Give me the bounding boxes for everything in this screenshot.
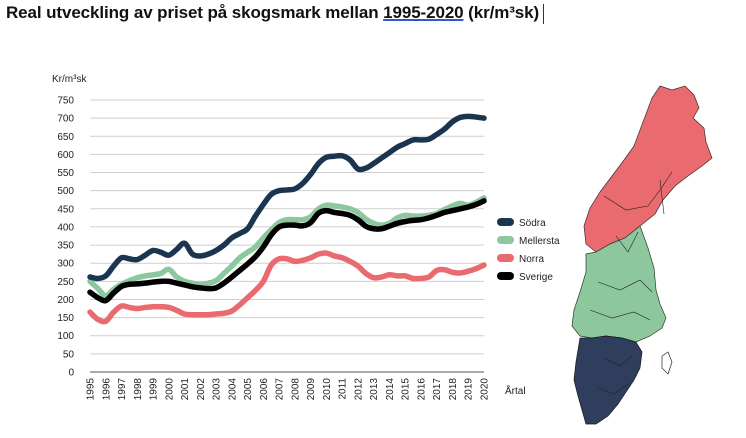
y-tick-label: 400 (57, 222, 74, 233)
series-line-sodra (87, 113, 487, 282)
x-tick-label: 2008 (290, 378, 301, 401)
x-tick-label: 1999 (149, 378, 160, 401)
title-text: Real utveckling av priset på skogsmark m… (6, 3, 384, 22)
legend: Södra Mellersta Norra Sverige (497, 218, 560, 283)
series-line-mellersta (87, 195, 487, 299)
x-tick-label: 2010 (322, 378, 333, 401)
y-axis-label: Kr/m³sk (52, 74, 87, 85)
title-unit: (kr/m³sk) (463, 3, 540, 22)
x-tick-label: 2000 (164, 378, 175, 401)
x-tick-label: 1998 (133, 378, 144, 401)
y-tick-label: 250 (57, 277, 74, 288)
y-tick-label: 500 (57, 186, 74, 197)
x-tick-label: 1996 (101, 378, 112, 401)
x-tick-label: 2018 (448, 378, 459, 401)
map-borders (589, 171, 673, 395)
map-region-mellersta (571, 225, 667, 343)
y-tick-label: 350 (57, 241, 74, 252)
y-tick-label: 300 (57, 259, 74, 270)
map-region-norra (583, 85, 713, 253)
x-tick-label: 1995 (86, 378, 97, 401)
title-years: 1995-2020 (383, 3, 464, 22)
legend-swatch (497, 236, 514, 244)
x-tick-label: 2011 (338, 378, 349, 400)
x-tick-label: 2001 (180, 378, 191, 401)
x-tick-label: 1997 (117, 378, 128, 401)
x-tick-label: 2014 (385, 378, 396, 401)
legend-label: Sverige (519, 272, 553, 283)
legend-swatch (497, 272, 514, 280)
y-tick-label: 100 (57, 331, 74, 342)
legend-label: Norra (519, 254, 544, 265)
y-tick-label: 0 (68, 368, 74, 379)
series-lines (87, 113, 487, 325)
legend-swatch (497, 254, 514, 262)
legend-label: Södra (519, 218, 546, 229)
series-line-norra (87, 250, 487, 325)
x-tick-label: 2009 (306, 378, 317, 401)
text-cursor (543, 3, 545, 24)
y-tick-label: 450 (57, 204, 74, 215)
series-line-sverige (87, 198, 487, 304)
x-tick-label: 2019 (464, 378, 475, 401)
y-tick-label: 700 (57, 114, 74, 125)
map-island-gotland (661, 351, 673, 375)
y-tick-label: 650 (57, 132, 74, 143)
x-tick-label: 2006 (259, 378, 270, 401)
y-tick-label: 750 (57, 96, 74, 107)
map-region-sodra (573, 335, 643, 425)
legend-label: Mellersta (519, 236, 560, 247)
x-tick-label: 2017 (432, 378, 443, 401)
x-axis-label: Årtal (505, 384, 526, 397)
y-tick-label: 550 (57, 168, 74, 179)
x-tick-label: 2004 (227, 378, 238, 401)
y-axis-ticks: 0 50 100 150 200 250 300 350 400 450 500 550 600 650 7… (57, 96, 74, 379)
x-tick-label: 2003 (212, 378, 223, 401)
x-tick-label: 2015 (401, 378, 412, 401)
chart-title: Real utveckling av priset på skogsmark m… (6, 3, 545, 24)
y-tick-label: 600 (57, 150, 74, 161)
x-tick-label: 2002 (196, 378, 207, 401)
x-axis-ticks: 1995 1996 1997 1998 1999 2000 2001 2002 2003 2004… (86, 378, 491, 401)
y-tick-label: 150 (57, 313, 74, 324)
x-tick-label: 2012 (353, 378, 364, 401)
x-tick-label: 2007 (275, 378, 286, 401)
x-tick-label: 2013 (369, 378, 380, 401)
legend-swatch (497, 218, 514, 226)
x-tick-label: 2005 (243, 378, 254, 401)
x-tick-label: 2020 (480, 378, 491, 401)
y-tick-label: 200 (57, 295, 74, 306)
y-tick-label: 50 (63, 349, 75, 360)
x-tick-label: 2016 (416, 378, 427, 401)
sweden-map (571, 85, 713, 425)
